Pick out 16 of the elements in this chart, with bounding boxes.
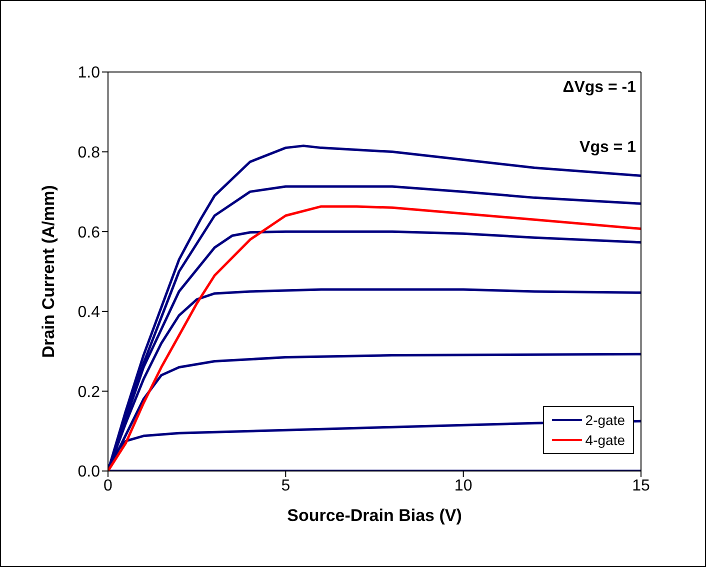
y-tick-label: 0.6 (78, 224, 100, 242)
y-tick-label: 0.8 (78, 144, 100, 162)
y-tick-label: 1.0 (78, 64, 100, 82)
x-tick-label: 0 (104, 477, 113, 494)
y-tick-label: 0.2 (78, 384, 100, 401)
y-axis-title: Drain Current (A/mm) (39, 185, 58, 358)
x-tick-label: 5 (281, 477, 290, 494)
y-tick-label: 0.4 (78, 304, 100, 322)
legend-label: 4-gate (585, 432, 625, 448)
annotation: ΔVgs = -1 (562, 79, 636, 97)
y-tick-label: 0.0 (78, 464, 100, 481)
annotation: Vgs = 1 (580, 139, 636, 157)
legend-label: 2-gate (585, 412, 625, 428)
x-tick-label: 15 (632, 477, 650, 494)
x-tick-label: 10 (454, 477, 472, 494)
x-axis-title: Source-Drain Bias (V) (287, 506, 462, 525)
